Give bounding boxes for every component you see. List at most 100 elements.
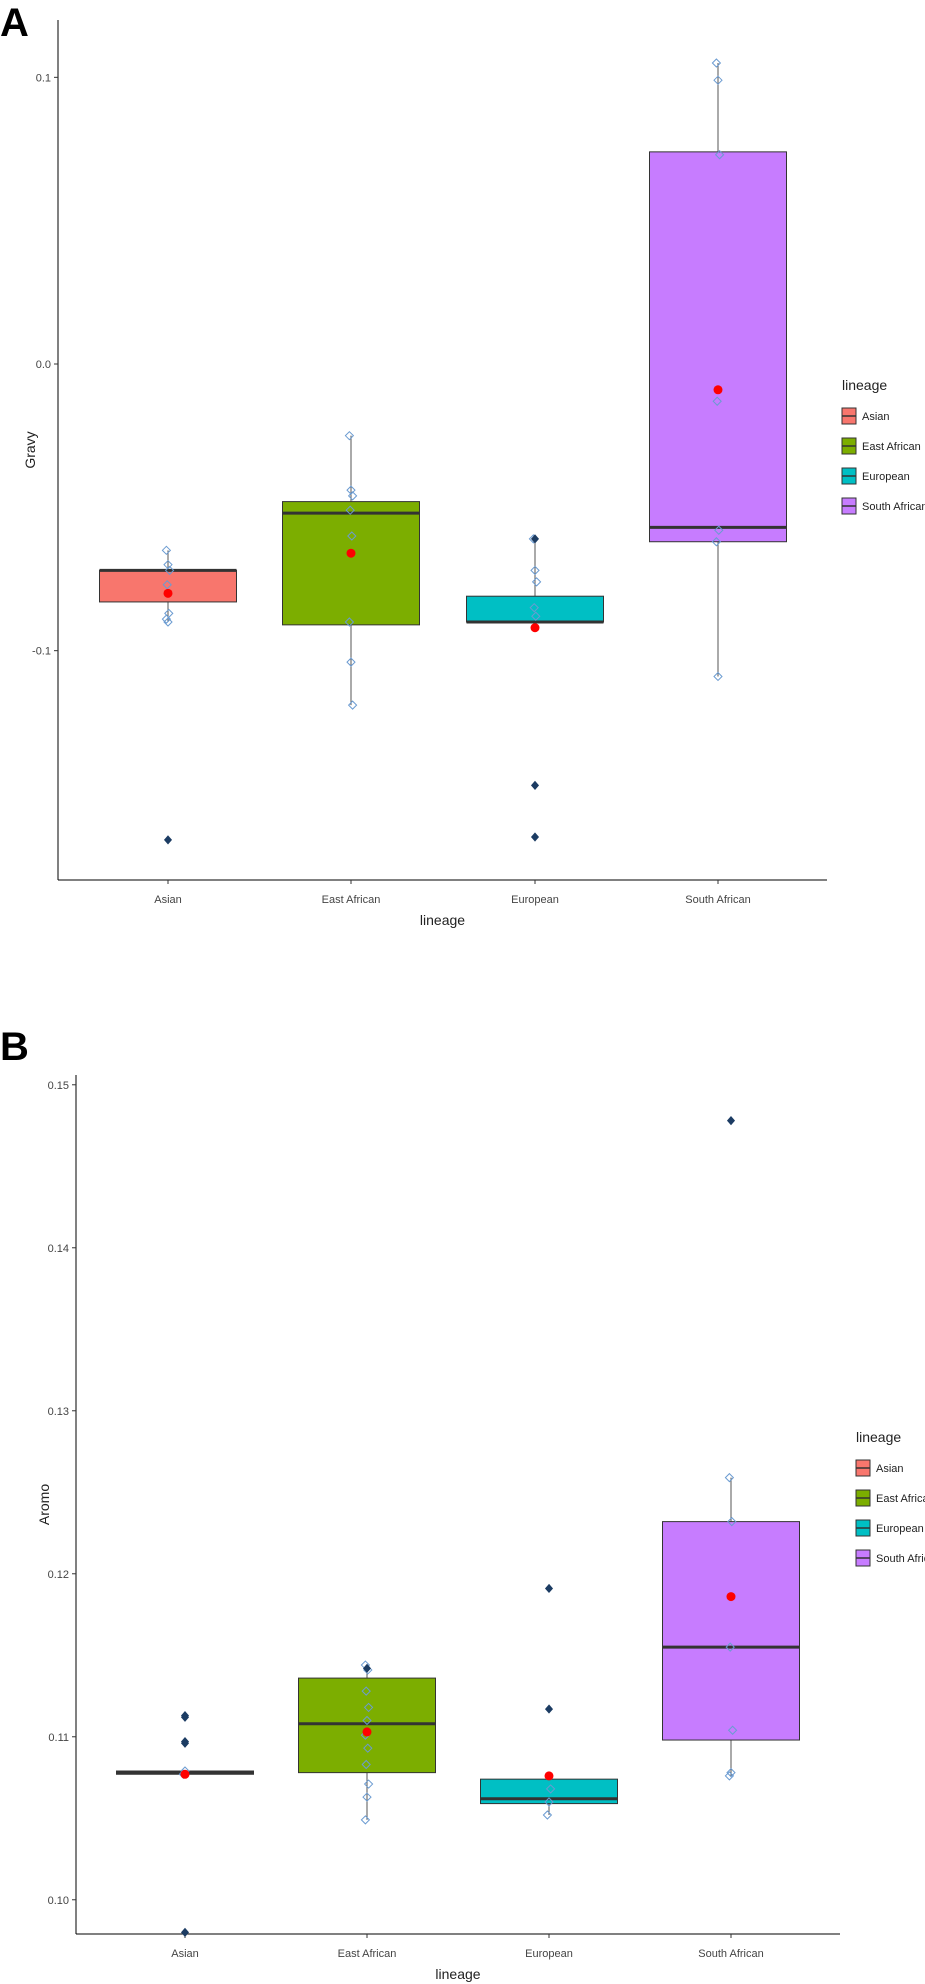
- legend: lineage Asian East African European South Af…: [855, 1429, 925, 1567]
- box-iqr: [298, 1677, 436, 1774]
- box-european: [466, 534, 604, 842]
- x-axis-title: lineage: [420, 912, 465, 928]
- y-tick-label: 0.10: [48, 1895, 69, 1907]
- outlier-point: [180, 1737, 190, 1747]
- data-point: [545, 1784, 556, 1794]
- outlier-point: [530, 780, 540, 791]
- data-point: [164, 565, 175, 576]
- legend-label: East African: [876, 1493, 925, 1505]
- y-tick-label: 0.1: [36, 72, 51, 84]
- legend-title: lineage: [842, 377, 887, 393]
- data-point: [724, 1472, 735, 1483]
- data-point: [726, 1767, 736, 1778]
- box-east-african: [282, 430, 420, 710]
- data-point: [724, 1771, 735, 1781]
- box-iqr: [662, 1521, 800, 1741]
- data-point: [712, 396, 722, 406]
- box-asian: [116, 1710, 254, 1937]
- outlier-point: [180, 1710, 190, 1721]
- data-point: [531, 611, 541, 621]
- x-tick-label: Asian: [154, 894, 182, 906]
- legend-label: South African: [862, 501, 925, 513]
- data-point: [362, 1715, 372, 1726]
- outlier-point: [362, 1663, 372, 1673]
- data-point: [347, 531, 357, 541]
- data-point: [347, 491, 358, 501]
- aromo-boxplot: 0.15 0.14 0.13 0.12 0.11 0.10 Asian East Africa…: [36, 1075, 925, 1982]
- data-point: [344, 430, 355, 441]
- panel-label-a: A: [0, 1, 29, 45]
- data-point: [713, 75, 723, 85]
- mean-point: [530, 623, 540, 633]
- data-point: [345, 505, 355, 515]
- data-point: [361, 1686, 371, 1696]
- data-point: [363, 1702, 374, 1713]
- y-tick-label: 0.12: [48, 1569, 69, 1581]
- box-south-african: [662, 1116, 800, 1781]
- outlier-point: [530, 534, 540, 544]
- data-point: [161, 614, 172, 624]
- x-tick-label: South African: [698, 1948, 763, 1960]
- legend-label: Asian: [862, 411, 890, 423]
- box-european: [480, 1583, 618, 1820]
- data-point: [161, 545, 172, 556]
- data-point: [529, 602, 539, 613]
- data-point: [361, 1759, 371, 1770]
- y-tick-label: 0.13: [48, 1406, 69, 1418]
- data-point: [713, 671, 723, 682]
- x-tick-label: East African: [338, 1948, 397, 1960]
- y-tick-label: 0.11: [48, 1732, 69, 1744]
- box-asian: [99, 545, 237, 845]
- data-point: [346, 657, 356, 667]
- box-iqr: [466, 595, 604, 623]
- legend-label: European: [876, 1523, 924, 1535]
- outlier-point: [544, 1583, 554, 1594]
- data-point: [714, 525, 724, 535]
- data-point: [542, 1810, 553, 1820]
- data-point: [725, 1642, 735, 1652]
- data-point: [363, 1743, 373, 1753]
- mean-point: [346, 548, 356, 558]
- data-point: [727, 1725, 738, 1735]
- data-point: [363, 1779, 374, 1789]
- mean-point: [180, 1769, 190, 1779]
- box-south-african: [649, 58, 787, 682]
- x-tick-label: South African: [685, 894, 750, 906]
- box-east-african: [298, 1660, 436, 1825]
- data-point: [344, 617, 355, 627]
- legend-label: Asian: [876, 1463, 904, 1475]
- data-point: [531, 577, 542, 587]
- data-point: [163, 617, 173, 627]
- y-tick-label: 0.15: [48, 1080, 69, 1092]
- data-point: [727, 1516, 737, 1527]
- outlier-point: [544, 1704, 554, 1714]
- data-point: [360, 1815, 371, 1825]
- outlier-point: [180, 1927, 190, 1937]
- legend-label: East African: [862, 441, 921, 453]
- y-tick-label: 0.14: [48, 1243, 69, 1255]
- x-tick-label: European: [511, 894, 559, 906]
- data-point: [362, 1792, 372, 1802]
- outlier-point: [726, 1116, 736, 1126]
- mean-point: [726, 1592, 736, 1602]
- legend-label: South African: [876, 1553, 925, 1565]
- mean-point: [362, 1727, 372, 1737]
- box-iqr: [282, 501, 420, 626]
- data-point: [347, 700, 358, 710]
- legend: lineage Asian East African European South Af…: [841, 377, 925, 515]
- y-axis-title: Gravy: [22, 431, 38, 468]
- data-point: [544, 1797, 554, 1807]
- x-axis-title: lineage: [435, 1966, 480, 1982]
- panel-label-b: B: [0, 1025, 29, 1069]
- box-iqr: [649, 151, 787, 543]
- mean-point: [544, 1771, 554, 1781]
- y-axis-title: Aromo: [36, 1484, 52, 1525]
- y-tick-label: -0.1: [32, 646, 51, 658]
- data-point: [714, 150, 725, 160]
- outlier-point: [530, 832, 540, 842]
- mean-point: [163, 588, 173, 598]
- legend-label: European: [862, 471, 910, 483]
- data-point: [162, 580, 172, 590]
- mean-point: [713, 385, 723, 395]
